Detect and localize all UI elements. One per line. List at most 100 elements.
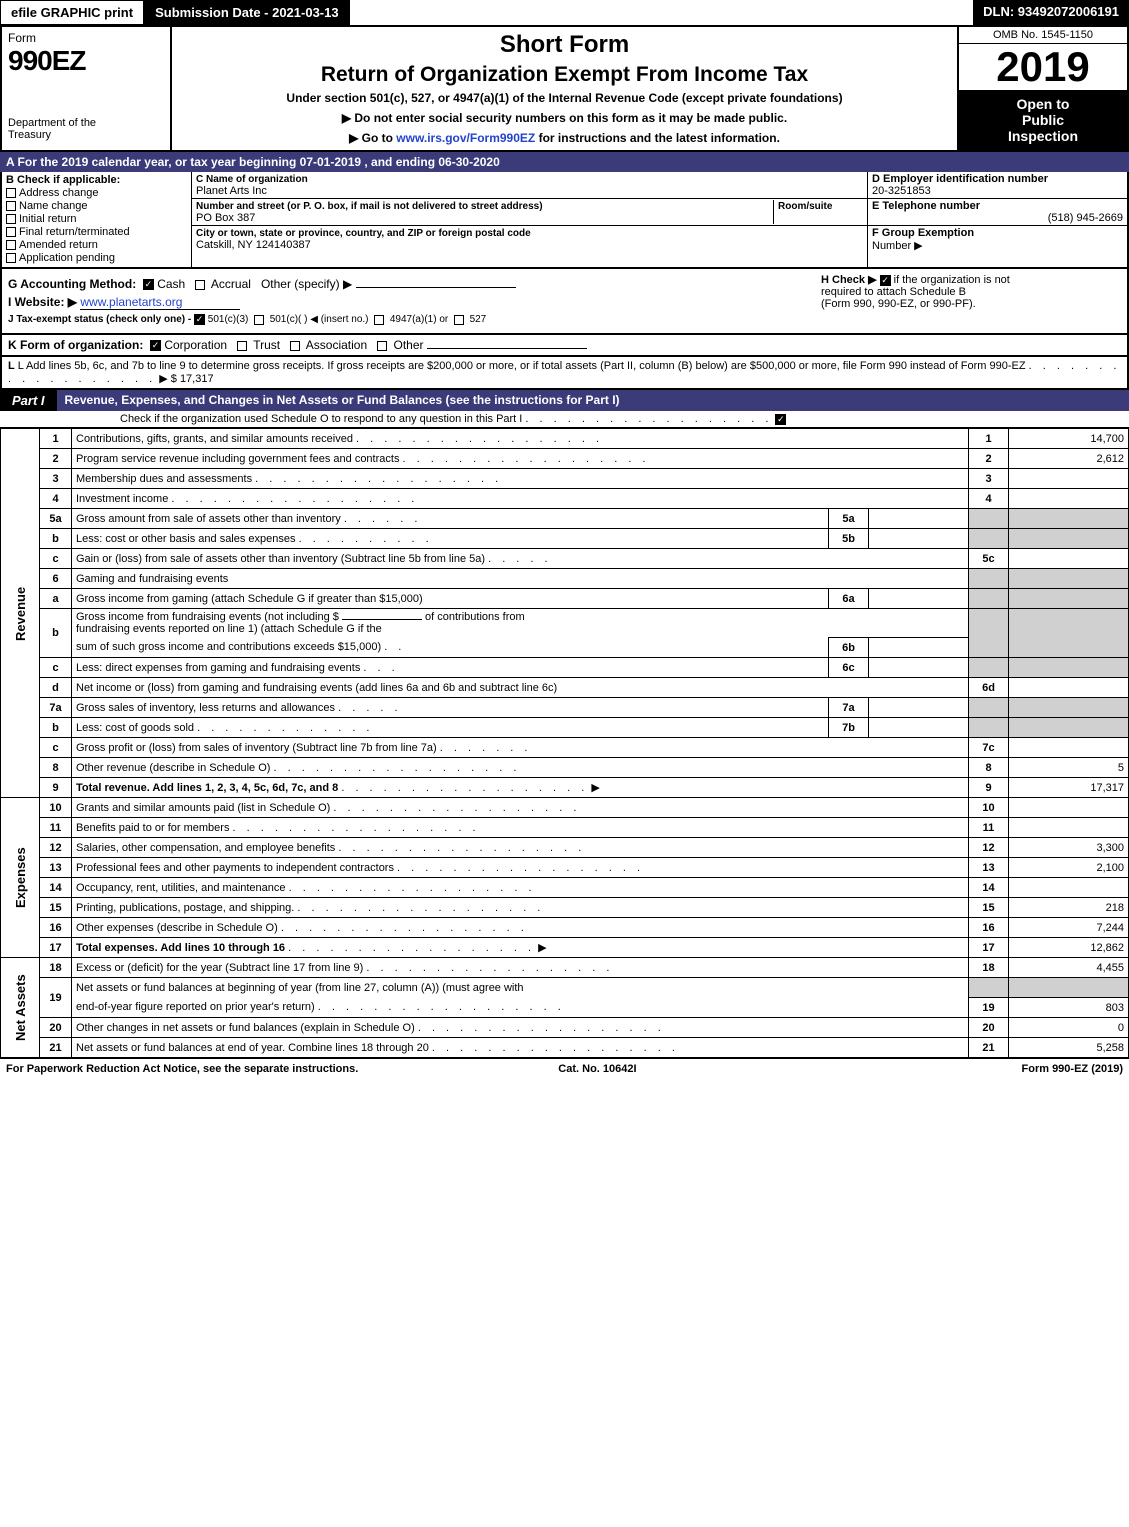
line-ref-grey: [969, 589, 1009, 609]
line-value: [1009, 818, 1129, 838]
line-num: b: [40, 529, 72, 549]
row-a-tax-year: A For the 2019 calendar year, or tax yea…: [0, 152, 1129, 172]
line-num: 2: [40, 449, 72, 469]
line-ref: 9: [969, 778, 1009, 798]
line-value: 218: [1009, 898, 1129, 918]
line-num: c: [40, 738, 72, 758]
line-num: 19: [40, 978, 72, 1018]
phone-value: (518) 945-2669: [872, 212, 1123, 224]
h-checkbox-icon[interactable]: ✓: [880, 275, 891, 286]
header-mid: Short Form Return of Organization Exempt…: [172, 27, 957, 150]
line-num: 20: [40, 1018, 72, 1038]
line-value-grey: [1009, 718, 1129, 738]
line-value: 5,258: [1009, 1038, 1129, 1058]
instruction-2: ▶ Go to www.irs.gov/Form990EZ for instru…: [182, 131, 947, 145]
line-value-grey: [1009, 978, 1129, 998]
line-num: a: [40, 589, 72, 609]
irs-link[interactable]: www.irs.gov/Form990EZ: [396, 131, 535, 145]
line-num: b: [40, 718, 72, 738]
line-ref: 15: [969, 898, 1009, 918]
check-name-change[interactable]: Name change: [6, 200, 187, 212]
line-desc: Gross income from fundraising events (no…: [72, 609, 969, 638]
f-group-label: F Group Exemption: [872, 227, 974, 239]
part1-schedule-o-checkbox[interactable]: ✓: [775, 414, 786, 425]
part-1-header: Part I Revenue, Expenses, and Changes in…: [0, 390, 1129, 411]
g-accrual-checkbox[interactable]: [195, 280, 205, 290]
expenses-side-label: Expenses: [1, 798, 40, 958]
line-num: 15: [40, 898, 72, 918]
line-ref: 19: [969, 998, 1009, 1018]
line-value: 14,700: [1009, 429, 1129, 449]
line-desc: Benefits paid to or for members . . . . …: [72, 818, 969, 838]
line-ref: 1: [969, 429, 1009, 449]
line-desc: Gross amount from sale of assets other t…: [72, 509, 829, 529]
header-left: Form 990EZ Department of the Treasury: [2, 27, 172, 150]
line-ref: 18: [969, 958, 1009, 978]
j-4947-checkbox[interactable]: [374, 315, 384, 325]
j-527-checkbox[interactable]: [454, 315, 464, 325]
open-public-inspection: Open to Public Inspection: [959, 90, 1127, 150]
check-address-change[interactable]: Address change: [6, 187, 187, 199]
g-cash-checkbox[interactable]: ✓: [143, 279, 154, 290]
line-desc: Professional fees and other payments to …: [72, 858, 969, 878]
check-final-return[interactable]: Final return/terminated: [6, 226, 187, 238]
line-ref: 5c: [969, 549, 1009, 569]
form-number: 990EZ: [8, 45, 164, 77]
subtitle: Under section 501(c), 527, or 4947(a)(1)…: [182, 91, 947, 105]
line-desc: Net income or (loss) from gaming and fun…: [72, 678, 969, 698]
k-other-input[interactable]: [427, 348, 587, 349]
line-ref: 4: [969, 489, 1009, 509]
line-num: 10: [40, 798, 72, 818]
line-num: d: [40, 678, 72, 698]
line-num: 14: [40, 878, 72, 898]
footer-left: For Paperwork Reduction Act Notice, see …: [6, 1063, 358, 1075]
line-desc: Net assets or fund balances at end of ye…: [72, 1038, 969, 1058]
submission-date-button[interactable]: Submission Date - 2021-03-13: [144, 0, 350, 25]
line-desc: Grants and similar amounts paid (list in…: [72, 798, 969, 818]
k-corporation-checkbox[interactable]: ✓: [150, 340, 161, 351]
website-link[interactable]: www.planetarts.org: [80, 295, 182, 309]
j-501c3-checkbox[interactable]: ✓: [194, 314, 205, 325]
line-desc: Occupancy, rent, utilities, and maintena…: [72, 878, 969, 898]
line-desc: sum of such gross income and contributio…: [72, 638, 829, 658]
line-6b-amount-input[interactable]: [342, 619, 422, 620]
sub-line-label: 5a: [829, 509, 869, 529]
org-city: Catskill, NY 124140387: [196, 239, 311, 251]
line-value: 12,862: [1009, 938, 1129, 958]
form-header: Form 990EZ Department of the Treasury Sh…: [0, 27, 1129, 152]
line-num: 8: [40, 758, 72, 778]
k-other-checkbox[interactable]: [377, 341, 387, 351]
sub-line-label: 6a: [829, 589, 869, 609]
check-initial-return[interactable]: Initial return: [6, 213, 187, 225]
line-ref: 17: [969, 938, 1009, 958]
instruction-1: ▶ Do not enter social security numbers o…: [182, 111, 947, 125]
line-value-grey: [1009, 509, 1129, 529]
line-num: 3: [40, 469, 72, 489]
line-num: c: [40, 658, 72, 678]
k-association-checkbox[interactable]: [290, 341, 300, 351]
line-num: 7a: [40, 698, 72, 718]
line-desc: Net assets or fund balances at beginning…: [72, 978, 969, 998]
part-1-title: Revenue, Expenses, and Changes in Net As…: [57, 390, 1129, 411]
line-value: 5: [1009, 758, 1129, 778]
check-amended-return[interactable]: Amended return: [6, 239, 187, 251]
g-accounting-label: G Accounting Method:: [8, 277, 136, 291]
f-group-number: Number ▶: [872, 240, 923, 252]
ein-value: 20-3251853: [872, 185, 931, 197]
line-desc: Excess or (deficit) for the year (Subtra…: [72, 958, 969, 978]
g-other-input[interactable]: [356, 287, 516, 288]
footer-right: Form 990-EZ (2019): [1022, 1063, 1124, 1075]
line-desc: Total revenue. Add lines 1, 2, 3, 4, 5c,…: [72, 778, 969, 798]
line-num: 4: [40, 489, 72, 509]
col-b-checks: B Check if applicable: Address change Na…: [2, 172, 192, 267]
line-value: 803: [1009, 998, 1129, 1018]
sub-line-value: [869, 698, 969, 718]
k-trust-checkbox[interactable]: [237, 341, 247, 351]
efile-button[interactable]: efile GRAPHIC print: [0, 0, 144, 25]
check-application-pending[interactable]: Application pending: [6, 252, 187, 264]
j-501c-checkbox[interactable]: [254, 315, 264, 325]
line-ref: 6d: [969, 678, 1009, 698]
line-ref: 7c: [969, 738, 1009, 758]
line-desc: Other changes in net assets or fund bala…: [72, 1018, 969, 1038]
sub-line-value: [869, 638, 969, 658]
